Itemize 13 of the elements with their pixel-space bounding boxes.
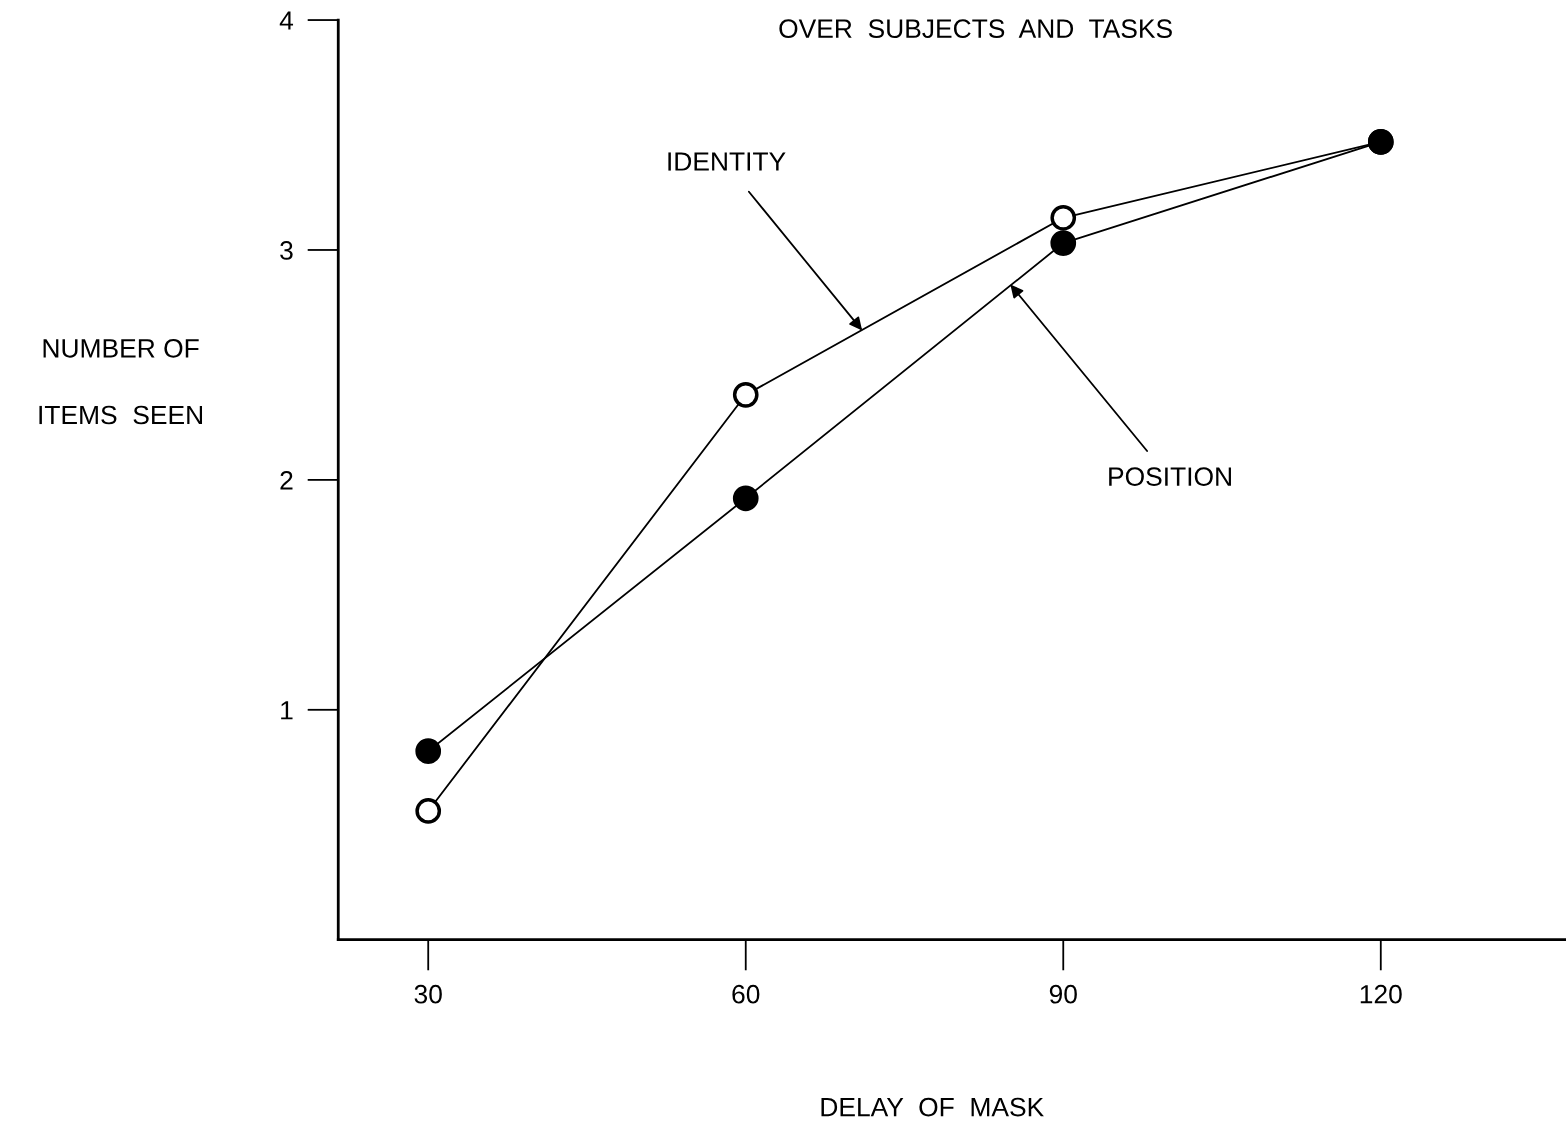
y-tick-label: 2 [280, 471, 293, 490]
y-tick-label: 4 [279, 11, 294, 30]
annotation: IDENTITY [668, 152, 786, 171]
chart-title: OVER SUBJECTS AND TASKS [779, 19, 1172, 39]
y-tick-label: 1 [281, 701, 293, 720]
x-tick-label: 90 [1049, 984, 1077, 1004]
annotation: POSITION [1109, 467, 1231, 486]
y-tick-label: 3 [280, 241, 293, 260]
text: NUMBER OF ITEMS SEEN [39, 338, 203, 425]
x-tick-label: 60 [732, 984, 760, 1004]
x-tick-label: 30 [414, 984, 442, 1004]
x-axis-title: DELAY OF MASK [821, 1097, 1044, 1117]
x-tick-label: 120 [1360, 984, 1402, 1004]
